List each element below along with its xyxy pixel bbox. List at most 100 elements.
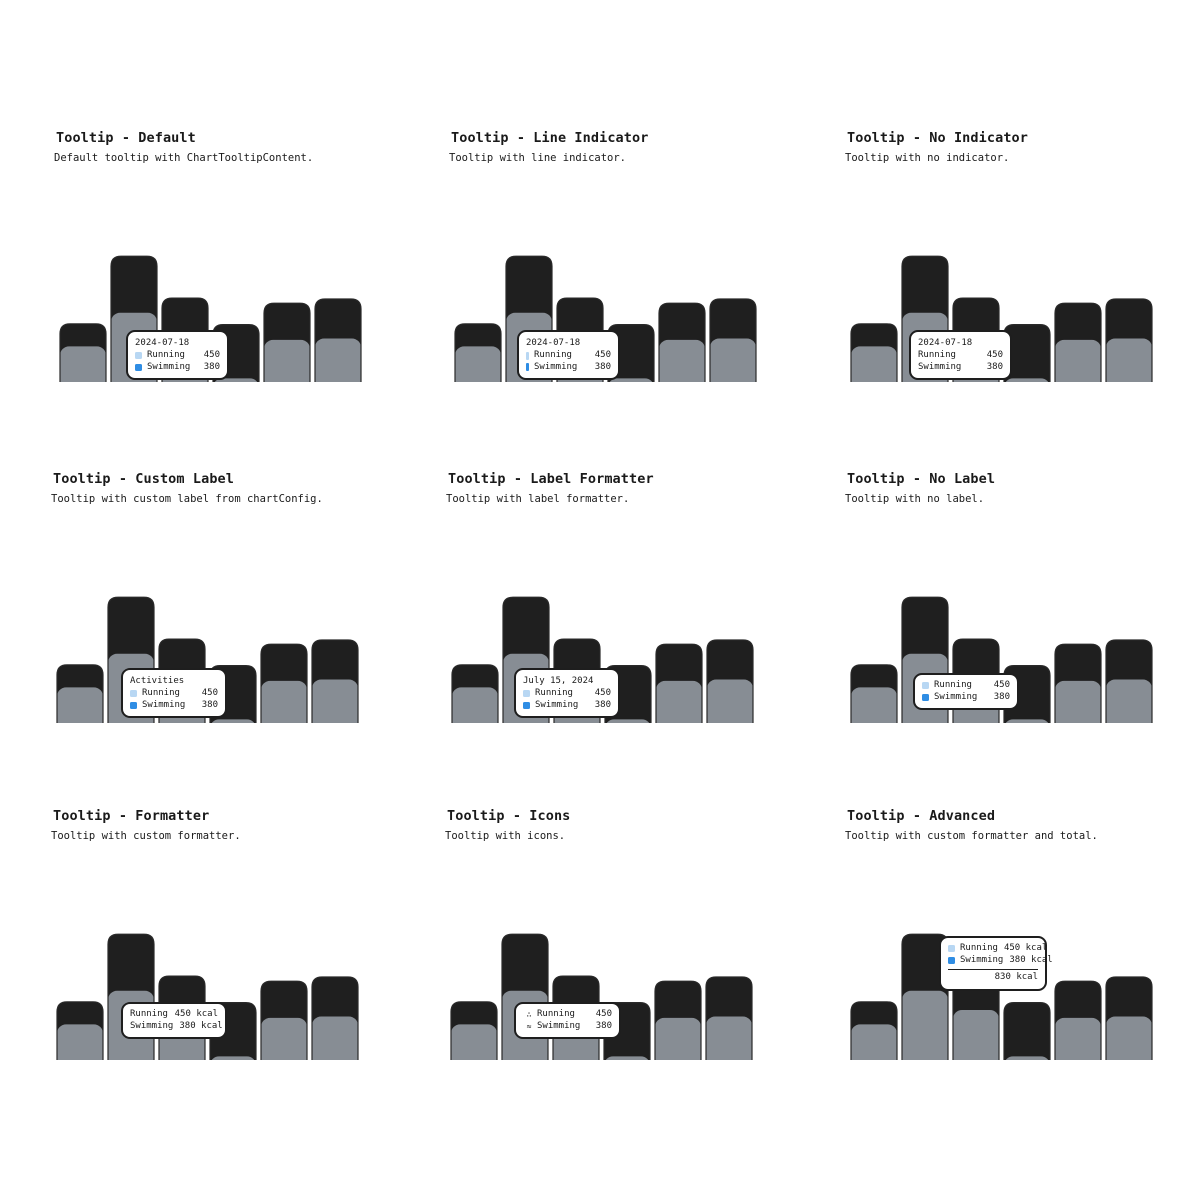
bar-segment-running[interactable] <box>261 680 307 740</box>
chart-card: Tooltip - Custom Label Tooltip with custo… <box>49 471 389 763</box>
bar-segment-running[interactable] <box>312 1016 358 1077</box>
bar-outline <box>850 323 898 400</box>
tooltip-row: Swimming 380 kcal <box>130 1021 223 1033</box>
bar-segment-running[interactable] <box>851 687 897 740</box>
bar-segment-running[interactable] <box>902 990 948 1077</box>
bar-group[interactable] <box>56 664 104 741</box>
series-name: Running <box>142 688 180 698</box>
bar-group[interactable] <box>1003 1002 1051 1078</box>
bar-group[interactable] <box>655 643 703 741</box>
bar-group[interactable] <box>260 643 308 741</box>
bar-group[interactable] <box>260 980 308 1078</box>
bar-segment-running[interactable] <box>953 1010 999 1077</box>
bar-group[interactable] <box>263 302 311 400</box>
tooltip-label: Activities <box>130 676 185 686</box>
series-value: 380 <box>993 691 1010 702</box>
bar-segment-running[interactable] <box>264 339 310 399</box>
bar-segment-running[interactable] <box>851 1024 897 1077</box>
bar-group[interactable] <box>850 1001 898 1078</box>
bar-segment-running[interactable] <box>451 1024 497 1077</box>
bar-outline <box>56 1001 104 1078</box>
bar-group[interactable] <box>314 298 362 400</box>
bar-segment-running[interactable] <box>452 687 498 740</box>
bar-group[interactable] <box>1105 639 1153 741</box>
series-swatch <box>922 693 929 701</box>
bar-segment-running[interactable] <box>1106 338 1152 399</box>
series-name: Running <box>130 1009 168 1019</box>
bar-segment-running[interactable] <box>1004 1056 1050 1077</box>
tooltip-row: Running 450 kcal <box>130 1009 218 1021</box>
bar-group[interactable] <box>654 980 702 1078</box>
bar-group[interactable] <box>705 976 753 1078</box>
bar-segment-running[interactable] <box>315 338 361 399</box>
bar-group[interactable] <box>450 1001 498 1078</box>
bar-segment-running[interactable] <box>1106 679 1152 740</box>
bar-outline <box>158 975 206 1078</box>
bar-segment-running[interactable] <box>455 346 501 399</box>
bar-group[interactable] <box>59 323 107 400</box>
bar-group[interactable] <box>706 639 754 741</box>
series-value: 380 kcal <box>179 1020 223 1031</box>
bar-group[interactable] <box>850 664 898 741</box>
bar-group[interactable] <box>311 976 359 1078</box>
bar-group[interactable] <box>1105 976 1153 1078</box>
bar-segment-running[interactable] <box>312 679 358 740</box>
series-value: 450 <box>203 350 220 360</box>
bar-group[interactable] <box>501 933 549 1078</box>
bar-group[interactable] <box>451 664 499 741</box>
bar-segment-running[interactable] <box>706 1016 752 1077</box>
bar-group[interactable] <box>454 323 502 400</box>
series-swatch <box>922 682 929 690</box>
card-title: Tooltip - Default <box>56 130 196 146</box>
bar-segment-running[interactable] <box>261 1017 307 1077</box>
bar-segment-running[interactable] <box>1055 680 1101 740</box>
bar-outline <box>1054 302 1102 400</box>
bar-outline <box>505 255 553 400</box>
bar-segment-running[interactable] <box>710 338 756 399</box>
bar-segment-running[interactable] <box>1004 719 1050 740</box>
bar-outline <box>260 980 308 1078</box>
bar-segment-running[interactable] <box>1004 378 1050 399</box>
bar-outline <box>314 298 362 400</box>
bar-group[interactable] <box>1105 298 1153 400</box>
bar-segment-running[interactable] <box>210 1056 256 1077</box>
card-description: Tooltip with custom label from chartConf… <box>51 493 323 505</box>
bar-segment-running[interactable] <box>707 679 753 740</box>
bar-group[interactable] <box>658 302 706 400</box>
bar-group[interactable] <box>1054 302 1102 400</box>
bar-segment-running[interactable] <box>210 719 256 740</box>
bar-segment-running[interactable] <box>57 1024 103 1077</box>
bar-segment-running[interactable] <box>57 687 103 740</box>
series-name: Swimming <box>147 361 191 372</box>
bar-segment-running[interactable] <box>659 339 705 399</box>
bar-segment-running[interactable] <box>851 346 897 399</box>
bar-segment-running[interactable] <box>604 1056 650 1077</box>
series-name: Running <box>918 350 956 360</box>
bar-outline <box>161 297 209 400</box>
bar-group[interactable] <box>850 323 898 400</box>
bar-group[interactable] <box>311 639 359 741</box>
bar-outline <box>901 596 949 741</box>
bar-group[interactable] <box>56 1001 104 1078</box>
bar-segment-running[interactable] <box>60 346 106 399</box>
bar-group[interactable] <box>1054 643 1102 741</box>
bar-segment-running[interactable] <box>605 719 651 740</box>
bar-group[interactable] <box>709 298 757 400</box>
bar-segment-swimming[interactable] <box>1004 1002 1050 1077</box>
bar-chart: JanFebMarAprMayJun2024-07-18Running450Sw… <box>52 182 392 422</box>
tooltip-divider <box>948 969 1038 970</box>
bar-outline <box>709 298 757 400</box>
bar-segment-running[interactable] <box>656 680 702 740</box>
tooltip-row: ∴ Running 450 <box>523 1009 612 1021</box>
bar-outline <box>1003 665 1051 741</box>
bar-segment-running[interactable] <box>1055 1017 1101 1077</box>
bar-outline <box>501 933 549 1078</box>
bar-segment-running[interactable] <box>1055 339 1101 399</box>
bar-outline <box>59 323 107 400</box>
bar-segment-running[interactable] <box>1106 1016 1152 1077</box>
bar-segment-running[interactable] <box>655 1017 701 1077</box>
chart-card: Tooltip - Advanced Tooltip with custom fo… <box>843 808 1183 1100</box>
bar-group[interactable] <box>107 933 155 1078</box>
bar-group[interactable] <box>1054 980 1102 1078</box>
chart-tooltip: 2024-07-18 Running 450 Swimming 380 <box>126 330 229 380</box>
